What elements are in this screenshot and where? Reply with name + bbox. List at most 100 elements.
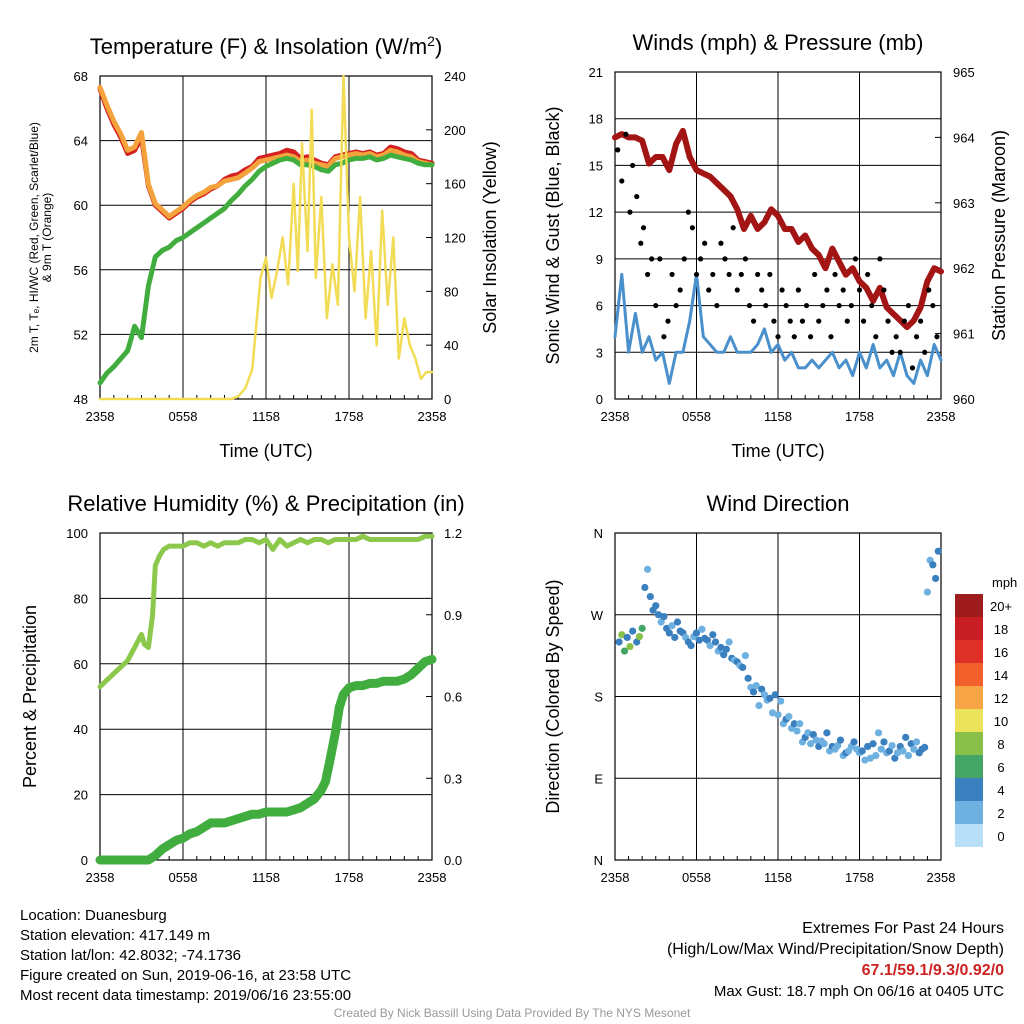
plot-frame: [99, 75, 433, 400]
y2-tick-label: 160: [444, 177, 466, 192]
gust-point: [726, 271, 732, 278]
gust-point: [619, 178, 625, 184]
direction-point: [665, 629, 673, 637]
gust-point: [649, 256, 655, 262]
y-tick-label: S: [594, 690, 603, 705]
gust-point: [665, 318, 671, 324]
gust-point: [779, 287, 785, 293]
direction-point: [771, 691, 779, 699]
direction-point: [912, 738, 921, 746]
legend-label: 2: [997, 806, 1004, 821]
gust-point: [824, 287, 830, 293]
direction-point: [620, 647, 629, 655]
gust-point: [918, 318, 924, 324]
direction-point: [934, 547, 942, 555]
legend-label: 18: [994, 622, 1008, 637]
gust-point: [860, 318, 867, 324]
latlon-text: Station lat/lon: 42.8032; -74.1736: [20, 947, 242, 964]
gust-point: [934, 334, 940, 340]
x-tick-label: 2358: [927, 870, 956, 885]
legend-label: 14: [994, 668, 1008, 683]
gust-point: [697, 256, 704, 262]
direction-point: [877, 745, 885, 753]
gust-point: [742, 256, 749, 262]
y2-tick-label: 1.2: [444, 526, 462, 541]
max-gust-text: Max Gust: 18.7 mph On 06/16 at 0405 UTC: [713, 983, 1004, 1000]
y2-tick-label: 962: [953, 261, 975, 276]
y2-tick-label: 0.0: [444, 853, 462, 868]
y2-axis-label: Station Pressure (Maroon): [989, 130, 1009, 341]
station-info: Location: Duanesburg Station elevation: …: [20, 906, 351, 1006]
gust-point: [783, 302, 789, 309]
gust-point: [681, 256, 687, 262]
legend-label: 4: [997, 783, 1004, 798]
x-tick-label: 2358: [418, 870, 447, 885]
gust-point: [828, 334, 834, 340]
direction-point: [652, 602, 660, 610]
y2-tick-label: 200: [444, 123, 466, 138]
gust-point: [685, 209, 691, 215]
y-tick-label: 9: [596, 252, 603, 267]
direction-point: [706, 642, 714, 650]
chart-title: Temperature (F) & Insolation (W/m2): [90, 33, 443, 59]
y-tick-label: 12: [589, 205, 603, 220]
direction-point: [793, 727, 801, 735]
gust-point: [901, 318, 907, 324]
extremes-box: Extremes For Past 24 Hours (High/Low/Max…: [667, 918, 1004, 1002]
direction-point: [646, 592, 654, 601]
9m-t-line: [97, 84, 435, 219]
gust-point: [722, 256, 728, 262]
legend-swatch: [955, 709, 983, 732]
direction-point: [874, 729, 883, 737]
gust-point: [856, 287, 863, 293]
y2-tick-label: 963: [953, 196, 975, 211]
direction-point: [638, 624, 646, 632]
gust-point: [787, 318, 793, 324]
gust-point: [865, 271, 871, 278]
legend-swatch: [955, 594, 983, 617]
gust-point: [791, 334, 797, 340]
legend-title: mph: [992, 575, 1017, 590]
credit-line: Created By Nick Bassill Using Data Provi…: [333, 1006, 691, 1020]
direction-point: [804, 729, 812, 737]
y-tick-label: 100: [66, 526, 88, 541]
y-tick-label: 68: [74, 69, 88, 84]
gust-point: [869, 302, 875, 309]
legend-swatch: [955, 663, 983, 686]
direction-point: [790, 720, 798, 728]
direction-point: [615, 638, 623, 646]
legend-swatch: [955, 617, 983, 640]
y-tick-label: W: [591, 608, 604, 623]
direction-point: [923, 588, 932, 596]
y-axis-label: 2m T, Tₑ, HI/WC (Red, Green, Scarlet/Blu…: [27, 122, 41, 353]
recent-data-text: Most recent data timestamp: 2019/06/16 2…: [20, 987, 352, 1004]
gust-point: [702, 240, 708, 246]
gust-point: [669, 271, 675, 278]
legend-label: 12: [994, 691, 1008, 706]
direction-point: [866, 754, 874, 762]
y-tick-label: N: [594, 526, 603, 541]
gust-point: [812, 271, 818, 278]
direction-point: [931, 574, 940, 583]
gust-point: [832, 271, 838, 278]
direction-point: [618, 631, 626, 639]
y2-tick-label: 240: [444, 69, 466, 84]
x-tick-label: 1758: [335, 870, 364, 885]
direction-point: [660, 612, 668, 621]
chart-title: Winds (mph) & Pressure (mb): [633, 30, 924, 55]
x-tick-label: 2358: [601, 870, 630, 885]
gust-point: [930, 302, 936, 309]
y2-tick-label: 0.3: [444, 771, 462, 786]
gust-point: [771, 318, 777, 324]
y-tick-label: 21: [589, 65, 603, 80]
gust-point: [750, 318, 757, 324]
gust-point: [634, 193, 640, 200]
legend-swatch: [955, 755, 983, 778]
direction-point: [836, 736, 845, 744]
x-axis-label: Time (UTC): [219, 441, 312, 461]
gust-point: [795, 287, 801, 293]
extremes-heading: Extremes For Past 24 Hours: [802, 920, 1004, 937]
direction-point: [695, 636, 703, 644]
y-tick-label: 3: [596, 345, 603, 360]
direction-point: [796, 720, 804, 728]
